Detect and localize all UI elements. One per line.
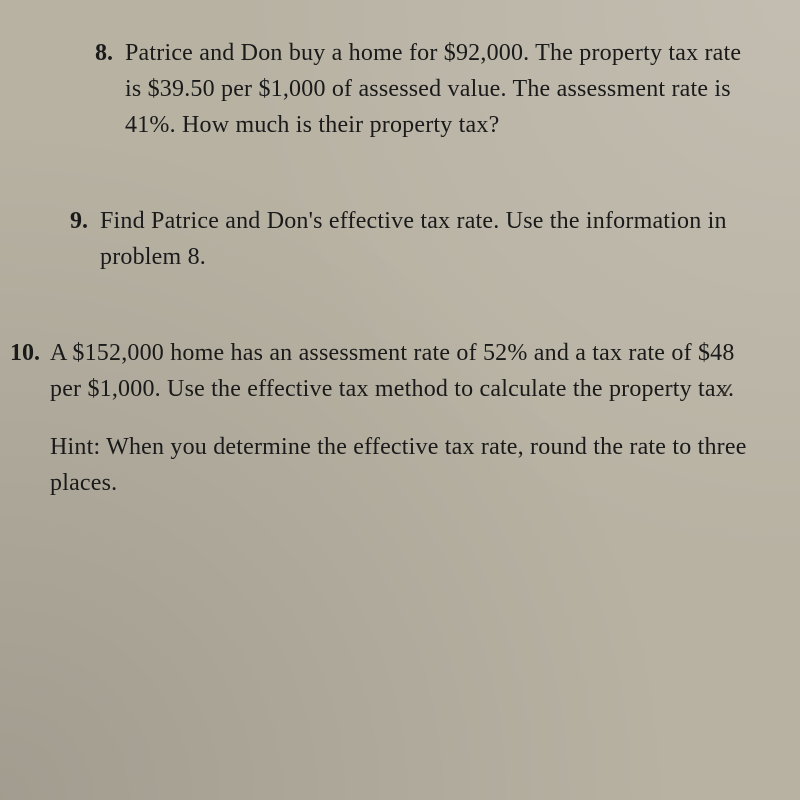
problem-text: A $152,000 home has an assessment rate o… (50, 340, 735, 402)
problem-number: 8. (85, 35, 125, 143)
problem-8: 8. Patrice and Don buy a home for $92,00… (0, 35, 750, 143)
problem-10: 10. A $152,000 home has an assessment ra… (0, 335, 750, 501)
problem-9: 9. Find Patrice and Don's effective tax … (0, 203, 750, 275)
problem-hint: Hint: When you determine the effective t… (50, 429, 750, 501)
problem-text: Find Patrice and Don's effective tax rat… (100, 203, 750, 275)
problem-number: 9. (60, 203, 100, 275)
problem-number: 10. (10, 335, 50, 501)
problem-text: Patrice and Don buy a home for $92,000. … (125, 35, 750, 143)
checkmark-icon: ✓ (718, 375, 738, 406)
textbook-page: 8. Patrice and Don buy a home for $92,00… (0, 0, 800, 800)
problem-text-container: A $152,000 home has an assessment rate o… (50, 335, 750, 501)
